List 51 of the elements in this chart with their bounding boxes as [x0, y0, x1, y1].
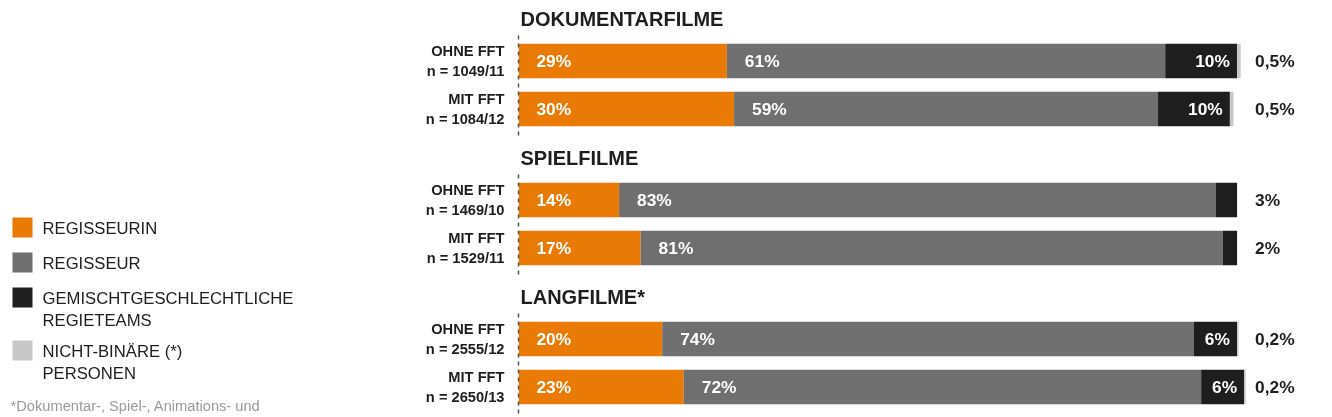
bar — [518, 321, 663, 357]
data-label: 29% — [536, 50, 572, 71]
y-tick-label: OHNE FFT n = 2555/12 — [425, 320, 505, 357]
data-label: 23% — [536, 377, 572, 398]
bar — [518, 91, 735, 127]
bar — [518, 230, 641, 266]
data-label: 0,2% — [1255, 328, 1295, 349]
data-label: 81% — [658, 238, 694, 259]
bar — [1222, 230, 1238, 266]
chart-title: DOKUMENTARFILME — [520, 7, 724, 30]
bar — [1215, 182, 1238, 218]
data-label: 30% — [536, 99, 572, 120]
data-label: 61% — [744, 50, 780, 71]
legend-label: REGISSEURIN — [42, 218, 158, 238]
chart-title: SPIELFILME — [520, 146, 639, 169]
text: *Dokumentar-, Spiel-, Animations- und — [10, 397, 260, 414]
data-label: 17% — [536, 238, 572, 259]
bar — [726, 43, 1166, 79]
data-label: 6% — [1204, 328, 1230, 349]
data-label: 10% — [1195, 50, 1230, 71]
bar — [734, 91, 1159, 127]
legend-label: REGISSEUR — [42, 253, 141, 273]
bar — [640, 230, 1223, 266]
data-label: 74% — [680, 328, 715, 349]
bar — [518, 182, 620, 218]
data-label: 14% — [536, 189, 572, 210]
data-label: 6% — [1212, 377, 1238, 398]
data-label: 3% — [1255, 189, 1281, 210]
bar — [518, 43, 727, 79]
y-tick-label: MIT FFT n = 1084/12 — [425, 91, 505, 128]
data-label: 72% — [701, 377, 737, 398]
data-label: 20% — [536, 328, 572, 349]
data-label: 0,2% — [1255, 377, 1295, 398]
legend-label: GEMISCHTGESCHLECHTLICHE REGIETEAMS — [42, 288, 294, 331]
data-label: 0,5% — [1255, 50, 1295, 71]
bar — [683, 369, 1202, 405]
data-label: 83% — [637, 189, 672, 210]
bar — [1237, 43, 1241, 79]
data-label: 59% — [752, 99, 787, 120]
chart-title: LANGFILME* — [520, 285, 646, 308]
y-tick-label: OHNE FFT n = 1469/10 — [425, 181, 505, 218]
legend-label: NICHT-BINÄRE (*) PERSONEN — [42, 341, 183, 384]
y-tick-label: MIT FFT n = 2650/13 — [425, 369, 505, 406]
data-label: 2% — [1255, 238, 1281, 259]
y-tick-label: OHNE FFT n = 1049/11 — [426, 42, 505, 79]
data-label: 10% — [1188, 99, 1223, 120]
bar — [518, 369, 684, 405]
y-tick-label: MIT FFT n = 1529/11 — [426, 230, 505, 267]
data-label: 0,5% — [1255, 99, 1295, 120]
bar — [662, 321, 1194, 357]
bar — [619, 182, 1216, 218]
